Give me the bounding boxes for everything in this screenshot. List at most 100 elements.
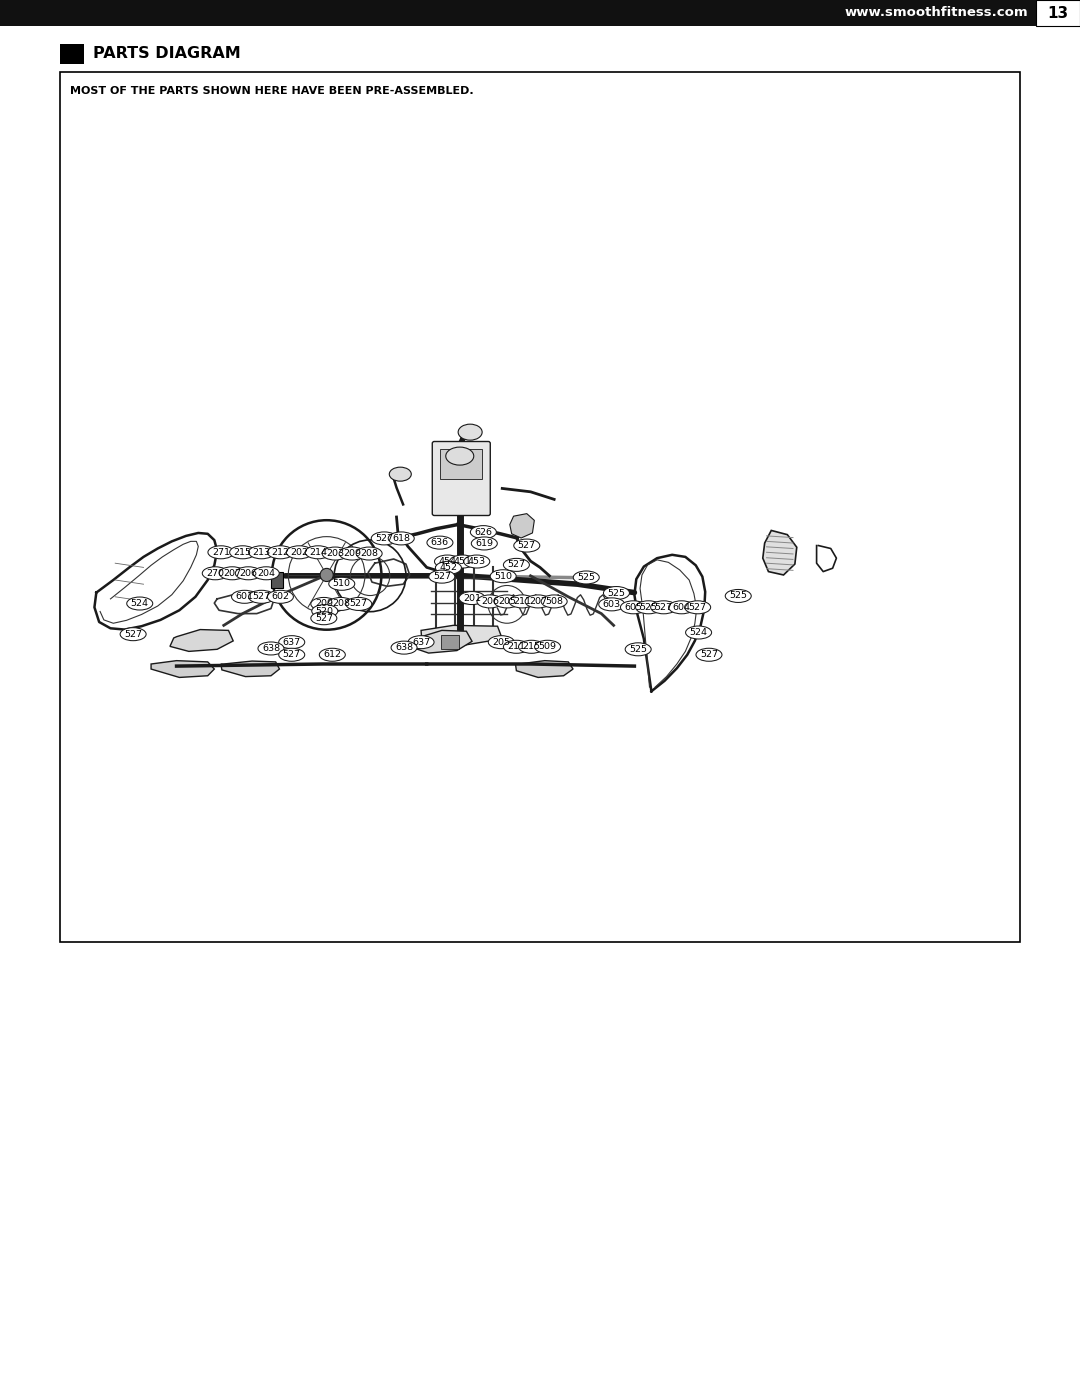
Text: 604: 604 (673, 602, 690, 612)
Ellipse shape (312, 605, 338, 617)
Text: 612: 612 (323, 650, 341, 659)
Ellipse shape (726, 590, 752, 602)
Ellipse shape (471, 536, 497, 550)
Text: MOST OF THE PARTS SHOWN HERE HAVE BEEN PRE-ASSEMBLED.: MOST OF THE PARTS SHOWN HERE HAVE BEEN P… (70, 87, 474, 96)
Ellipse shape (518, 640, 544, 654)
Polygon shape (170, 630, 233, 651)
Ellipse shape (541, 595, 567, 608)
Polygon shape (221, 661, 280, 676)
Text: 605: 605 (624, 602, 643, 612)
Ellipse shape (686, 626, 712, 638)
Text: 204: 204 (257, 569, 275, 578)
Text: 203: 203 (326, 549, 345, 557)
Bar (1036, 0, 1080, 27)
Text: 637: 637 (283, 637, 301, 647)
Text: 603: 603 (603, 599, 621, 609)
Polygon shape (510, 514, 535, 538)
Text: 527: 527 (508, 560, 525, 570)
Text: 524: 524 (690, 629, 707, 637)
Text: 525: 525 (607, 588, 625, 598)
Ellipse shape (268, 591, 294, 604)
Text: 525: 525 (577, 573, 595, 583)
Text: 618: 618 (392, 534, 410, 543)
Ellipse shape (573, 571, 599, 584)
Text: 208: 208 (360, 549, 378, 557)
Text: www.smoothfitness.com: www.smoothfitness.com (845, 7, 1028, 20)
Text: 527: 527 (654, 602, 673, 612)
Ellipse shape (322, 548, 348, 560)
Text: 454: 454 (438, 557, 457, 566)
Text: 638: 638 (261, 644, 280, 652)
Text: 209: 209 (315, 599, 333, 609)
Text: 601: 601 (235, 592, 254, 601)
Ellipse shape (268, 546, 294, 559)
FancyBboxPatch shape (432, 441, 490, 515)
Ellipse shape (525, 595, 551, 608)
Ellipse shape (408, 636, 434, 648)
Ellipse shape (120, 627, 146, 641)
Ellipse shape (696, 648, 721, 661)
Text: 207: 207 (529, 597, 548, 606)
Ellipse shape (458, 425, 482, 440)
Bar (271, 571, 283, 588)
Text: 527: 527 (283, 650, 300, 659)
Ellipse shape (429, 570, 455, 583)
Ellipse shape (248, 546, 274, 559)
Text: 13: 13 (1048, 6, 1068, 21)
Circle shape (320, 569, 334, 581)
Text: 207: 207 (224, 569, 241, 578)
Ellipse shape (459, 591, 485, 605)
Text: 271: 271 (212, 548, 230, 557)
Polygon shape (515, 661, 573, 678)
Ellipse shape (503, 640, 529, 654)
Ellipse shape (427, 536, 453, 549)
Text: 527: 527 (433, 573, 450, 581)
Ellipse shape (231, 591, 257, 604)
Text: 508: 508 (545, 597, 563, 606)
Ellipse shape (494, 595, 519, 608)
Text: 211: 211 (508, 643, 525, 651)
Polygon shape (411, 630, 472, 652)
Text: PARTS DIAGRAM: PARTS DIAGRAM (93, 46, 241, 61)
Text: 602: 602 (271, 592, 289, 601)
Polygon shape (762, 531, 797, 576)
Ellipse shape (235, 567, 261, 580)
Ellipse shape (509, 595, 535, 608)
Ellipse shape (625, 643, 651, 655)
Text: 451: 451 (454, 557, 472, 566)
Text: 209: 209 (343, 549, 361, 557)
Text: 270: 270 (206, 569, 225, 578)
Text: 205: 205 (492, 637, 510, 647)
Polygon shape (151, 661, 214, 678)
Text: 527: 527 (375, 534, 393, 543)
Ellipse shape (463, 555, 489, 569)
Bar (0, 0, 1080, 27)
Text: 205: 205 (498, 597, 516, 606)
Text: 510: 510 (495, 571, 512, 581)
Polygon shape (421, 626, 502, 645)
Text: 527: 527 (253, 592, 270, 601)
Text: 637: 637 (411, 637, 430, 647)
Text: 527: 527 (350, 599, 368, 609)
Text: 212: 212 (271, 548, 289, 557)
Ellipse shape (279, 636, 305, 648)
Ellipse shape (311, 612, 337, 624)
Ellipse shape (311, 598, 337, 610)
Bar (60, 43, 84, 64)
Ellipse shape (202, 567, 228, 580)
Text: 206: 206 (240, 569, 257, 578)
Ellipse shape (503, 559, 529, 571)
Ellipse shape (328, 577, 354, 591)
Ellipse shape (388, 532, 415, 545)
Ellipse shape (490, 570, 516, 583)
Ellipse shape (604, 587, 630, 599)
Text: 626: 626 (474, 528, 492, 536)
Text: 619: 619 (475, 539, 494, 548)
Ellipse shape (598, 598, 624, 610)
Text: 525: 525 (639, 602, 658, 612)
Text: 525: 525 (630, 645, 647, 654)
Ellipse shape (620, 601, 647, 613)
Ellipse shape (449, 555, 475, 569)
Text: 525: 525 (729, 591, 747, 601)
Ellipse shape (253, 567, 280, 580)
